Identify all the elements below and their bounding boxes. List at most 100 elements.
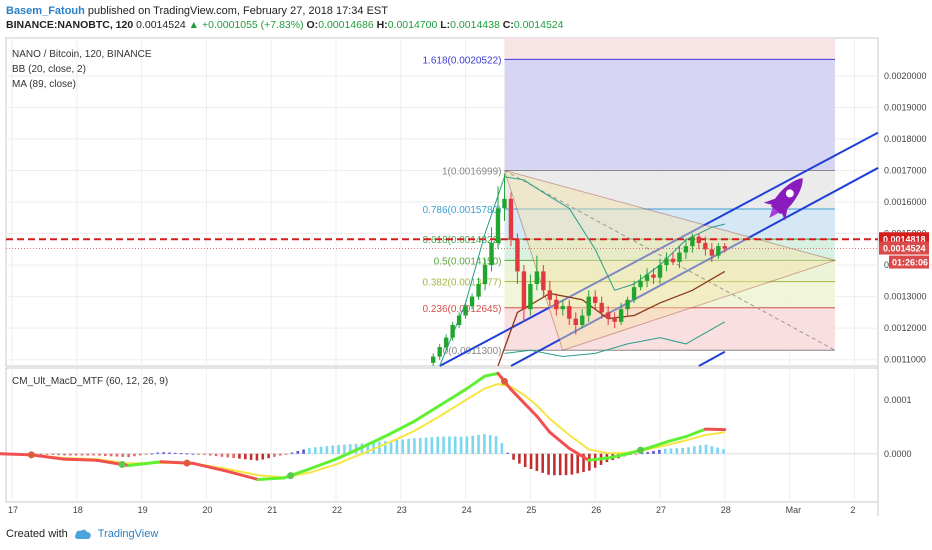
time-tick-label: 17 [8,505,18,515]
price-axis[interactable]: 0.0020000 0.0019000 0.0018000 0.0017000 0.00… [879,71,929,365]
footer: Created with TradingView [6,528,158,540]
macd-bar [185,453,189,455]
macd-bar [238,453,241,459]
macd-bar [214,453,218,457]
macd-bar [453,436,457,454]
macd-line-segment [386,420,416,437]
candle-body [703,243,708,250]
macd-line-segment [483,371,500,378]
bb-lower [504,321,726,358]
time-tick-label: 26 [591,505,601,515]
candle-body [476,284,481,297]
candle-body [696,236,702,243]
time-tick-label: 23 [397,505,407,515]
bb-upper [439,176,725,367]
macd-bar [92,453,95,456]
time-tick-label: Mar [786,505,802,515]
macd-line-segment [587,456,610,462]
macd-bar [442,436,445,454]
macd-bar [278,453,282,456]
macd-bar [465,436,469,454]
price-chart[interactable]: 1.618(0.0020522) 1(0.0016999) 0.786(0.0015… [0,36,932,518]
time-tick-label: 22 [332,505,342,515]
macd-bar [284,453,288,455]
macd-bar [488,435,492,454]
macd-bar [243,453,247,460]
candle-body [515,239,520,272]
fib-level-label: 1.618(0.0020522) [423,55,502,66]
macd-bar [208,453,212,456]
macd-bar [424,437,428,454]
last-price-tag: 0.0014524 [883,244,926,254]
macd-bar [86,453,90,456]
macd-cross-dot [118,460,126,468]
candle-body [463,306,468,316]
fib-level-label: 0.5(0.0014150) [434,256,502,267]
tradingview-brand[interactable]: TradingView [97,528,159,540]
macd-bar [331,445,335,454]
candle-body [431,356,436,363]
macd-bar [564,453,568,476]
macd-bar [133,453,136,457]
fib-zone [504,307,835,351]
macd-line-segment [535,414,552,434]
candle-body [547,290,553,300]
macd-bar [261,453,265,460]
macd-bar [302,449,305,454]
macd-cross-dot [27,451,35,459]
macd-bar [139,453,142,456]
candle-body [670,258,676,262]
macd-bar [325,446,329,454]
candle-body [644,274,650,281]
macd-bar [722,449,725,454]
candle-body [638,280,643,288]
macd-bar [74,453,78,456]
macd-bar [57,453,60,456]
macd-line-segment [464,374,487,391]
macd-bar [459,436,463,454]
last-price: 0.0014524 [136,19,186,31]
macd-axis[interactable]: 0.0001 0.0000 [884,395,912,459]
macd-bar [232,453,235,459]
macd-bar [296,451,300,454]
macd-bar [407,438,410,454]
macd-bar [710,446,714,454]
macd-bar [477,434,480,454]
macd-bar [191,453,195,455]
time-tick-label: 24 [462,505,472,515]
macd-line-segment [308,457,338,471]
time-tick-label: 2 [850,505,855,515]
macd-line-segment [191,461,228,473]
macd-bar [51,453,55,455]
macd-bar [553,453,556,476]
candle-body [508,198,514,240]
time-tick-label: 25 [526,505,536,515]
macd-bar [127,453,130,458]
candle-body [443,337,449,348]
macd-bar [63,453,66,456]
macd-histogram [0,371,727,481]
macd-line-segment [29,453,66,461]
price-tick-label: 0.0017000 [884,165,927,175]
macd-bar [652,450,655,454]
price-tick-label: 0.0012000 [884,323,927,333]
candle-body [709,249,715,256]
macd-bar [162,452,165,454]
macd-bar [115,453,119,457]
candle-body [605,312,611,319]
macd-line-segment [438,387,468,408]
macd-bar [634,453,638,455]
time-axis[interactable]: 17 18 19 20 21 22 23 24 25 26 27 28 Mar 2 [8,505,855,515]
fib-level-label: 0.236(0.0012645) [423,304,502,315]
up-arrow-icon: ▲ [188,19,200,31]
author-link[interactable]: Basem_Fatouh [6,5,85,17]
macd-line-segment [567,446,591,462]
fib-zone [504,239,835,261]
macd-bar [430,437,434,454]
fib-zone [504,208,835,240]
candle-body [586,296,591,316]
candle-body [469,296,475,307]
macd-bar [512,453,515,460]
macd-line-segment [224,469,260,481]
time-tick-label: 21 [267,505,277,515]
